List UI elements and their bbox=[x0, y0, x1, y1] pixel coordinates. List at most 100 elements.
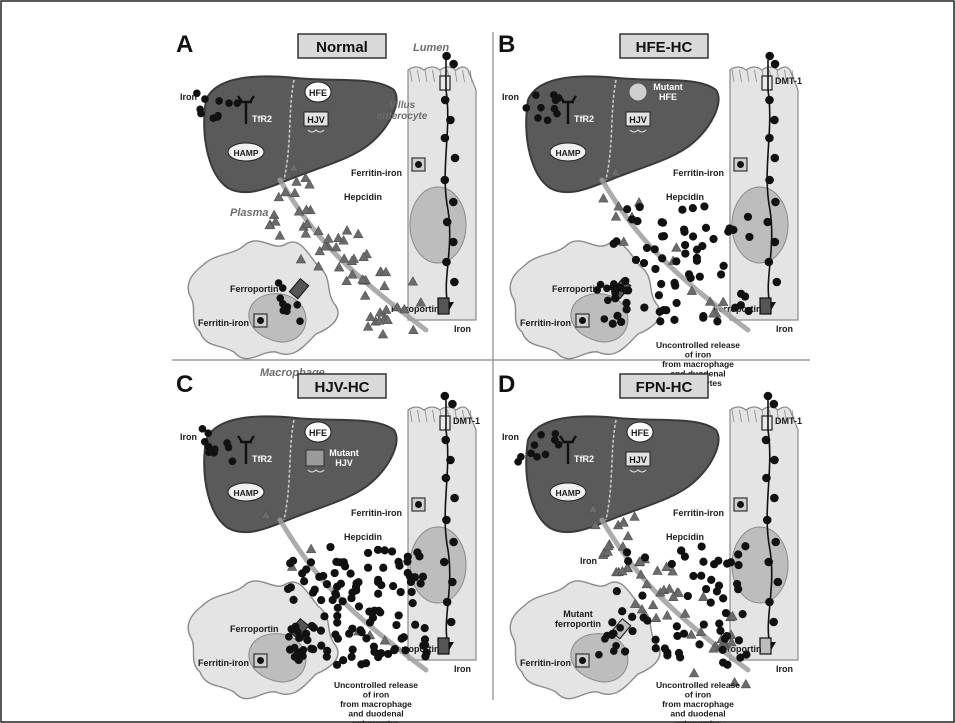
liver-body bbox=[203, 75, 398, 194]
label-hjv: HJV bbox=[629, 455, 647, 465]
label-uncontrolled-release-line: enterocytes bbox=[674, 718, 722, 723]
iron-particle bbox=[601, 635, 609, 643]
iron-particle bbox=[604, 296, 612, 305]
hepcidin-particle bbox=[587, 503, 599, 513]
iron-particle bbox=[744, 306, 753, 316]
label-uncontrolled-release-line: of iron bbox=[363, 690, 389, 700]
label-hjv: HJV bbox=[307, 115, 325, 125]
iron-particle bbox=[543, 116, 552, 125]
label-mutant-hjv-line: HJV bbox=[335, 458, 353, 468]
iron-particle bbox=[761, 435, 771, 445]
iron-particle bbox=[640, 303, 649, 312]
label-ferroportin-enterocyte: Ferroportin bbox=[391, 644, 440, 654]
iron-particle bbox=[300, 577, 309, 586]
hepcidin-particle bbox=[330, 241, 342, 252]
liver-body bbox=[203, 415, 398, 534]
iron-particle bbox=[446, 115, 455, 125]
microvillus bbox=[731, 409, 735, 423]
label-mutant-hfe-line: Mutant bbox=[653, 82, 683, 92]
microvillus bbox=[454, 409, 458, 423]
label-lumen: Lumen bbox=[413, 42, 449, 54]
iron-particle bbox=[307, 621, 316, 631]
iron-particle bbox=[554, 94, 563, 102]
microvillus bbox=[754, 69, 757, 83]
macrophage-ferritin-core bbox=[257, 657, 264, 664]
microvillus bbox=[754, 409, 757, 423]
iron-particle bbox=[770, 59, 780, 69]
macrophage-nucleus bbox=[248, 293, 307, 343]
membrane-tail bbox=[307, 469, 325, 473]
ferritin-iron-core bbox=[737, 501, 744, 508]
label-uncontrolled-release-line: from macrophage bbox=[662, 359, 734, 369]
iron-particle bbox=[303, 635, 312, 645]
microvillus bbox=[417, 409, 420, 423]
iron-particle bbox=[723, 559, 732, 568]
label-ferritin-enterocyte: Ferritin-iron bbox=[351, 508, 402, 518]
label-ferritin-enterocyte: Ferritin-iron bbox=[351, 168, 402, 178]
iron-particle bbox=[373, 545, 383, 554]
label-iron: Iron bbox=[180, 432, 197, 442]
hepcidin-particle bbox=[668, 591, 679, 601]
iron-particle bbox=[701, 223, 711, 232]
iron-particle bbox=[734, 636, 744, 645]
hepcidin-particle bbox=[695, 626, 707, 637]
iron-particle bbox=[697, 571, 706, 580]
hepcidin-particle bbox=[698, 591, 709, 601]
membrane-tail bbox=[629, 469, 647, 473]
hepcidin-particle bbox=[346, 255, 358, 265]
hepcidin-particle bbox=[641, 578, 652, 589]
iron-particle bbox=[622, 298, 631, 307]
iron-particle bbox=[315, 572, 324, 581]
label-hamp: HAMP bbox=[233, 148, 258, 158]
iron-particle bbox=[440, 175, 450, 185]
macrophage-ferritin-core bbox=[257, 317, 264, 324]
panel-title-box bbox=[297, 373, 387, 399]
hepcidin-particle bbox=[708, 643, 719, 653]
iron-particle bbox=[657, 279, 666, 289]
membrane-tail bbox=[629, 129, 647, 133]
iron-particle bbox=[617, 317, 626, 327]
label-mutant-hjv-line: Mutant bbox=[329, 448, 359, 458]
iron-transport-path bbox=[766, 400, 773, 646]
iron-particle bbox=[697, 542, 706, 551]
iron-particle bbox=[658, 254, 667, 263]
iron-particle bbox=[773, 577, 783, 587]
iron-particle bbox=[450, 493, 459, 503]
iron-particle bbox=[700, 202, 709, 211]
iron-particle bbox=[718, 645, 727, 654]
label-ferritin-enterocyte: Ferritin-iron bbox=[673, 168, 724, 178]
iron-particle bbox=[689, 571, 698, 581]
label-hfe: HFE bbox=[309, 428, 327, 438]
iron-particle bbox=[770, 493, 779, 503]
liver bbox=[203, 415, 398, 534]
iron-particle bbox=[734, 585, 743, 594]
iron-particle bbox=[742, 650, 751, 659]
label-uncontrolled-release-line: and duodenal bbox=[670, 709, 725, 719]
hepcidin-particle bbox=[305, 543, 317, 553]
iron-transport-path bbox=[766, 60, 773, 306]
hepcidin-particle bbox=[301, 218, 313, 229]
iron-particle bbox=[204, 429, 213, 437]
iron-particle bbox=[323, 646, 332, 655]
hepcidin-particle bbox=[333, 261, 345, 272]
hepcidin-particle bbox=[357, 274, 368, 284]
hepcidin-stream bbox=[599, 177, 751, 333]
iron-particle bbox=[651, 635, 660, 644]
label-hfe: HFE bbox=[309, 88, 327, 98]
hepcidin-particle bbox=[636, 603, 648, 614]
hjv-protein bbox=[625, 111, 651, 127]
hepcidin-particle bbox=[729, 676, 740, 687]
label-tfr2: TfR2 bbox=[252, 114, 272, 124]
label-uncontrolled-release-line: and duodenal bbox=[348, 709, 403, 719]
dmt1-transporter bbox=[439, 75, 451, 91]
iron-particle bbox=[769, 399, 779, 409]
label-iron: Iron bbox=[502, 432, 519, 442]
iron-particle bbox=[610, 647, 618, 655]
iron-particle bbox=[287, 625, 296, 634]
iron-particle bbox=[448, 399, 457, 409]
label-uncontrolled-release-line: of iron bbox=[685, 350, 711, 360]
microvillus bbox=[462, 69, 465, 83]
iron-particle bbox=[307, 644, 316, 653]
iron-particle bbox=[670, 315, 679, 324]
